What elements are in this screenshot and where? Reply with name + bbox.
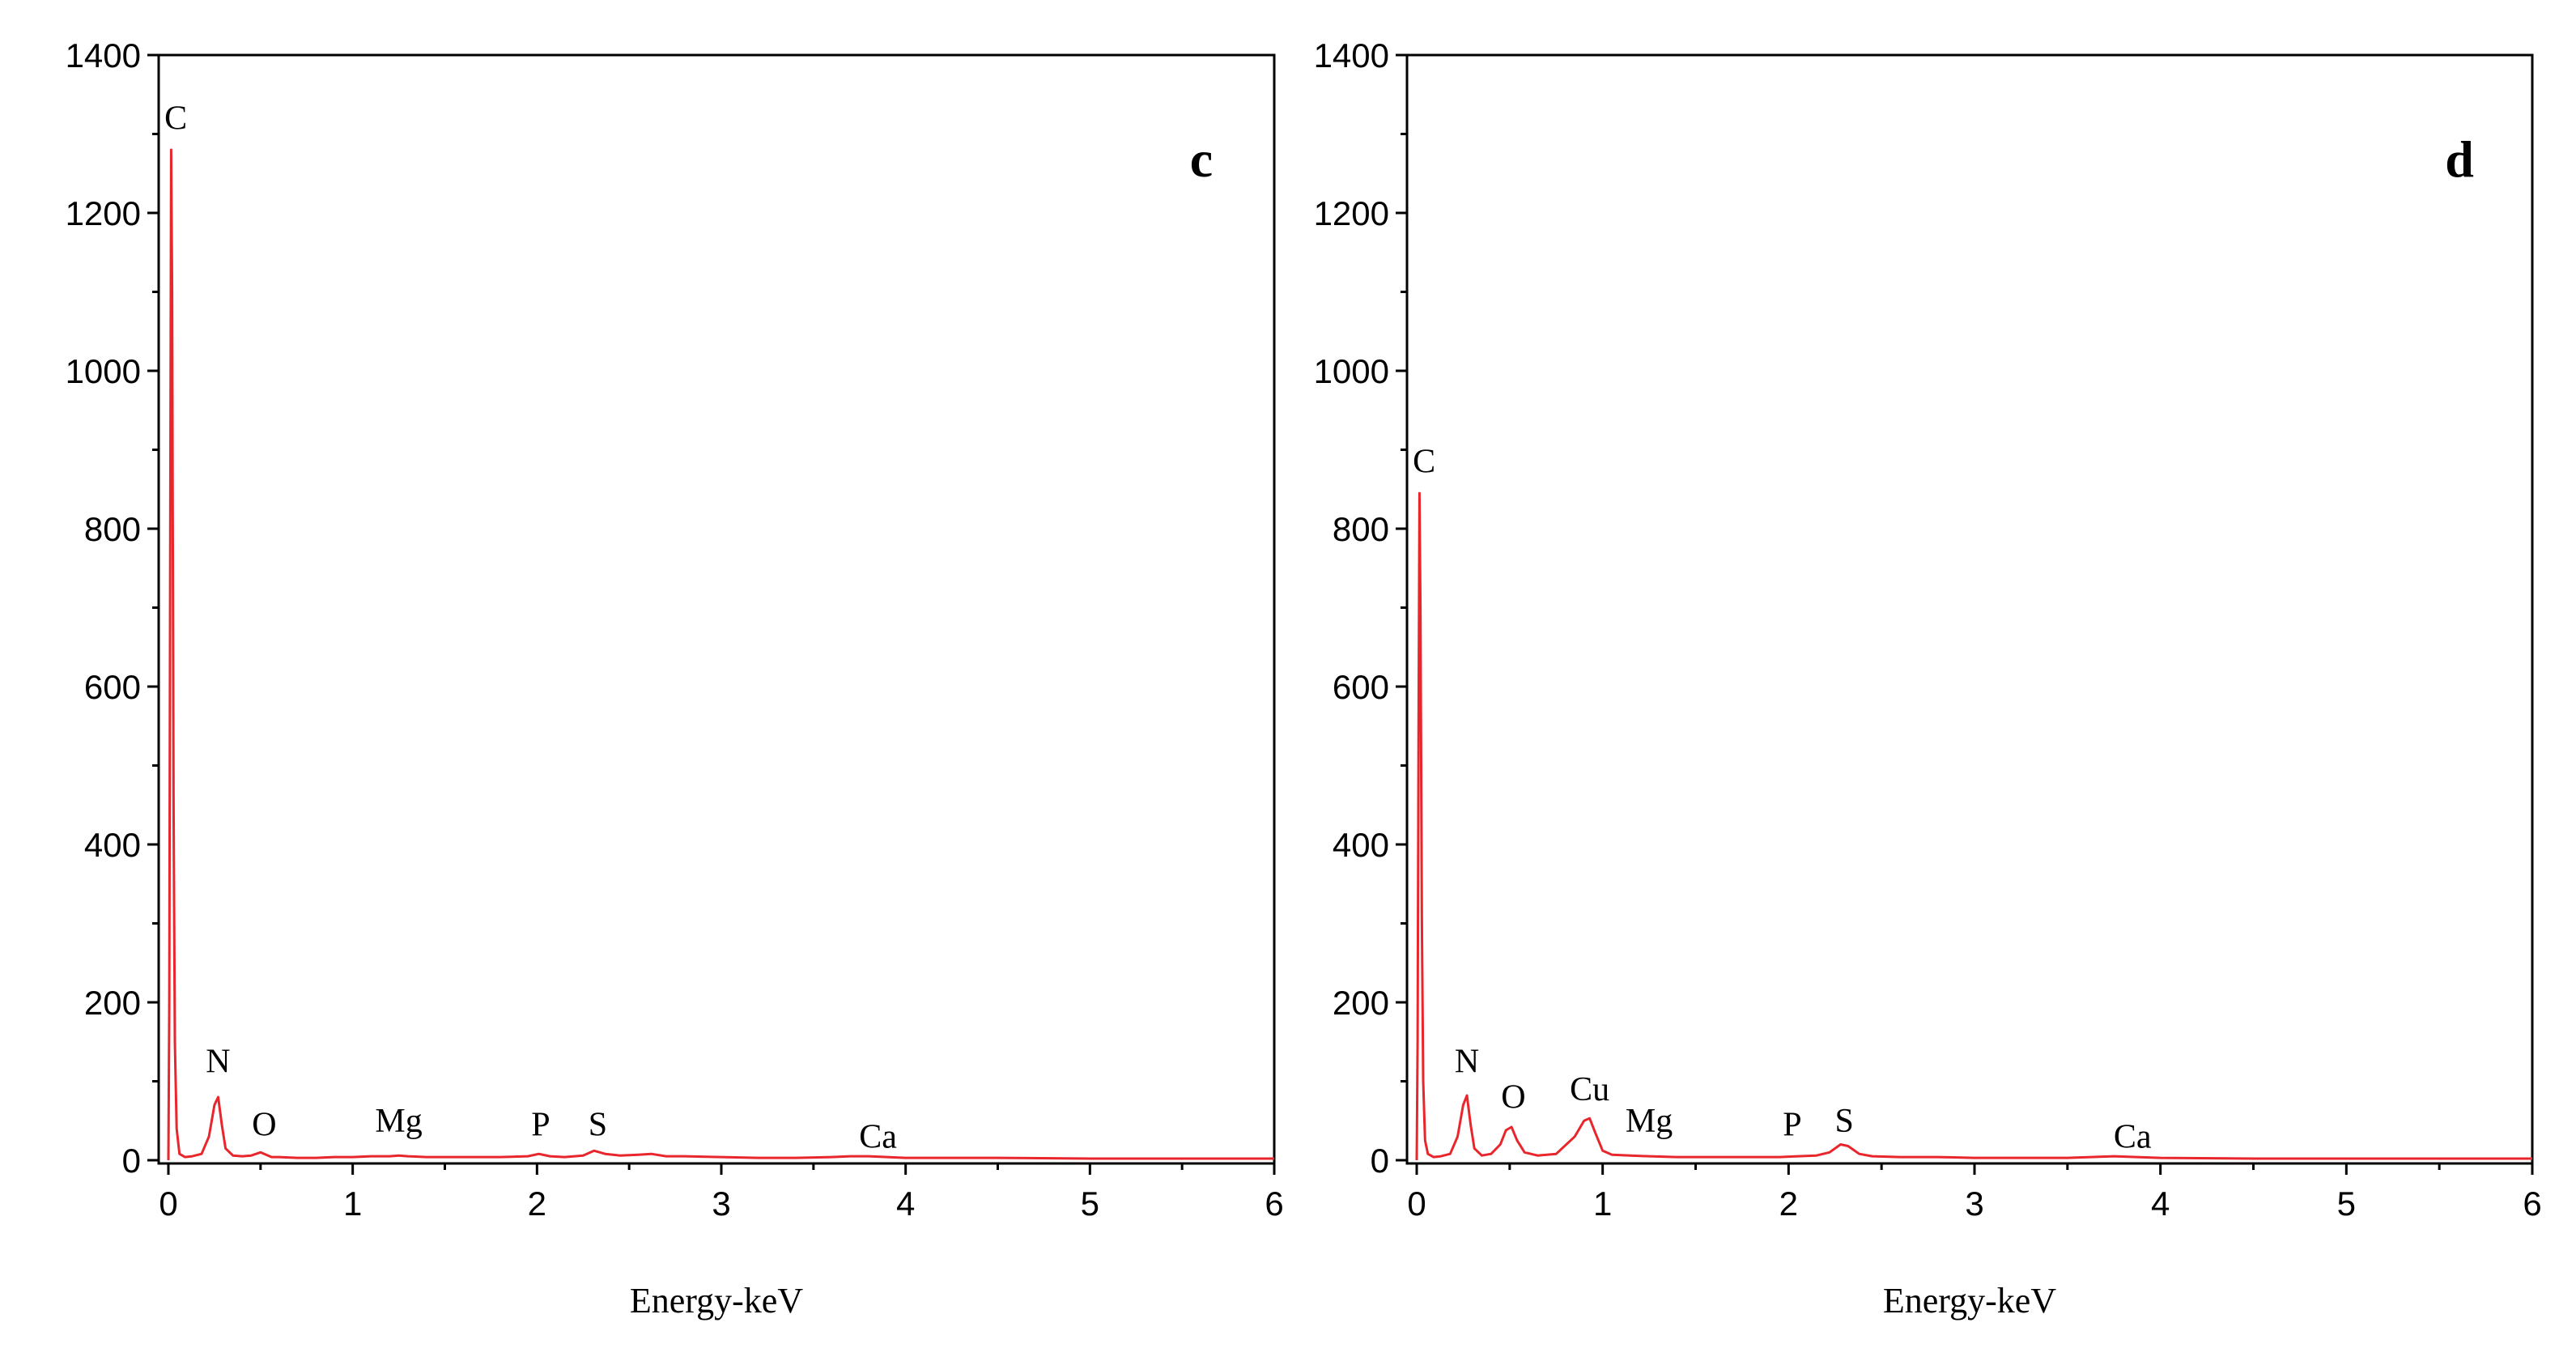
peak-label: Ca xyxy=(859,1118,897,1155)
peak-label: O xyxy=(1501,1079,1525,1116)
x-tick-label: 4 xyxy=(2151,1184,2170,1223)
x-tick-label: 0 xyxy=(159,1184,177,1223)
x-tick-label: 5 xyxy=(2337,1184,2356,1223)
y-tick-label: 600 xyxy=(84,668,141,706)
x-tick-label: 5 xyxy=(1081,1184,1099,1223)
plot-frame xyxy=(157,53,1276,1165)
x-tick-label: 1 xyxy=(343,1184,362,1223)
y-tick-label: 1400 xyxy=(66,36,141,74)
y-tick-label: 1200 xyxy=(66,194,141,232)
y-tick-label: 0 xyxy=(1371,1142,1389,1180)
x-tick-label: 4 xyxy=(896,1184,915,1223)
x-axis-title: Energy-keV xyxy=(630,1281,803,1321)
x-tick-label: 0 xyxy=(1407,1184,1426,1223)
peak-label: N xyxy=(1455,1044,1479,1081)
y-tick-label: 1000 xyxy=(1314,352,1389,390)
plot-frame xyxy=(1405,53,2534,1165)
peak-label: P xyxy=(1783,1107,1801,1144)
peak-label: O xyxy=(252,1107,276,1144)
x-tick-label: 6 xyxy=(1265,1184,1283,1223)
y-tick-label: 200 xyxy=(1333,984,1389,1022)
panel-letter: d xyxy=(2445,130,2474,188)
panel-d: 0 200 400 600 800 1000 1200 1400 0 1 2 3 4 5 6 Energy-k… xyxy=(1314,36,2542,1321)
y-tick-label: 1400 xyxy=(1314,36,1389,74)
peak-label: S xyxy=(589,1107,607,1144)
peak-label: Cu xyxy=(1570,1071,1609,1108)
peak-label: C xyxy=(1413,444,1435,481)
x-axis-title: Energy-keV xyxy=(1883,1281,2056,1321)
y-tick-label: 800 xyxy=(84,510,141,548)
y-tick-label: 1200 xyxy=(1314,194,1389,232)
peak-label: C xyxy=(164,100,187,138)
x-tick-label: 3 xyxy=(712,1184,730,1223)
y-tick-label: 200 xyxy=(84,984,141,1022)
x-tick-label: 3 xyxy=(1965,1184,1983,1223)
y-tick-label: 400 xyxy=(84,826,141,864)
panel-letter: c xyxy=(1190,130,1213,188)
x-tick-label: 1 xyxy=(1593,1184,1612,1223)
x-tick-label: 2 xyxy=(528,1184,546,1223)
peak-label: Mg xyxy=(1626,1103,1673,1140)
spectrum-line xyxy=(167,148,1274,1161)
peak-label: P xyxy=(531,1107,550,1144)
spectrum-line xyxy=(1415,491,2532,1161)
panel-c: 0 200 400 600 800 1000 1200 1400 0 1 2 3 4 5 6 Energy-k… xyxy=(66,36,1284,1321)
y-tick-label: 400 xyxy=(1333,826,1389,864)
y-tick-label: 600 xyxy=(1333,668,1389,706)
y-tick-label: 800 xyxy=(1333,510,1389,548)
y-tick-label: 1000 xyxy=(66,352,141,390)
y-tick-label: 0 xyxy=(122,1142,141,1180)
peak-label: Ca xyxy=(2114,1118,2152,1155)
peak-label: Mg xyxy=(375,1103,422,1140)
peak-label: N xyxy=(206,1044,230,1081)
x-tick-label: 6 xyxy=(2523,1184,2541,1223)
x-tick-label: 2 xyxy=(1779,1184,1798,1223)
peak-label: S xyxy=(1835,1103,1854,1140)
